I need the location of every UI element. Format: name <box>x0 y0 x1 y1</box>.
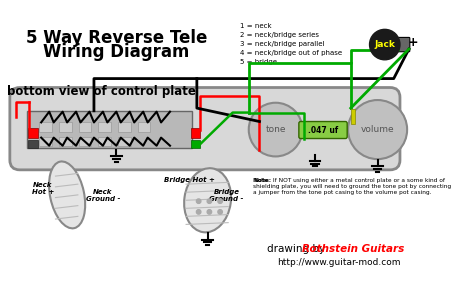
Bar <box>138 122 150 132</box>
Text: Bridge Hot +: Bridge Hot + <box>164 177 215 183</box>
Circle shape <box>207 199 211 203</box>
Text: +: + <box>407 36 418 49</box>
Text: http://www.guitar-mod.com: http://www.guitar-mod.com <box>277 258 401 267</box>
Text: 5 = bridge: 5 = bridge <box>240 58 277 65</box>
Circle shape <box>348 100 407 159</box>
Text: 4 = neck/bridge out of phase: 4 = neck/bridge out of phase <box>240 50 342 56</box>
Bar <box>351 109 355 124</box>
Ellipse shape <box>49 161 85 228</box>
Text: 1 = neck: 1 = neck <box>240 23 272 29</box>
Bar <box>39 122 52 132</box>
Text: bottom view of control plate: bottom view of control plate <box>7 85 196 98</box>
Text: Jack: Jack <box>374 40 395 49</box>
Bar <box>99 122 111 132</box>
Ellipse shape <box>184 168 231 232</box>
Circle shape <box>218 210 222 214</box>
Bar <box>191 128 201 138</box>
Bar <box>39 137 52 146</box>
Text: Rothstein Guitars: Rothstein Guitars <box>301 245 404 255</box>
Text: Note:  If NOT using either a metal control plate or a some kind of: Note: If NOT using either a metal contro… <box>253 178 445 183</box>
FancyBboxPatch shape <box>10 88 400 170</box>
Text: 3 = neck/bridge parallel: 3 = neck/bridge parallel <box>240 41 324 47</box>
Bar <box>118 137 131 146</box>
Bar <box>59 137 72 146</box>
Bar <box>28 128 37 138</box>
Text: 5 Way Reverse Tele: 5 Way Reverse Tele <box>26 29 207 47</box>
Text: Neck
Ground -: Neck Ground - <box>86 189 120 201</box>
Bar <box>79 122 91 132</box>
Bar <box>99 137 111 146</box>
Text: Note:: Note: <box>253 178 271 183</box>
Circle shape <box>207 210 211 214</box>
Bar <box>27 111 192 148</box>
Circle shape <box>196 210 201 214</box>
Text: Neck
Hot +: Neck Hot + <box>32 182 54 195</box>
Circle shape <box>370 29 400 60</box>
Text: shielding plate, you will need to ground the tone pot by connecting: shielding plate, you will need to ground… <box>253 184 451 189</box>
Circle shape <box>196 199 201 203</box>
Text: 2 = neck/bridge series: 2 = neck/bridge series <box>240 32 319 38</box>
Bar <box>118 122 131 132</box>
Text: a jumper from the tone pot casing to the volume pot casing.: a jumper from the tone pot casing to the… <box>253 190 432 195</box>
FancyBboxPatch shape <box>397 37 410 52</box>
Bar <box>59 122 72 132</box>
Text: drawing by: drawing by <box>267 245 328 255</box>
Bar <box>28 140 37 148</box>
Text: tone: tone <box>265 125 286 134</box>
Text: Bridge
Ground -: Bridge Ground - <box>209 189 244 201</box>
Text: Wiring Diagram: Wiring Diagram <box>43 43 190 61</box>
Circle shape <box>218 199 222 203</box>
FancyBboxPatch shape <box>299 122 347 138</box>
Bar <box>79 137 91 146</box>
Text: .047 uf: .047 uf <box>308 125 338 135</box>
Circle shape <box>249 103 302 156</box>
Text: volume: volume <box>361 125 394 134</box>
Bar <box>191 140 201 148</box>
